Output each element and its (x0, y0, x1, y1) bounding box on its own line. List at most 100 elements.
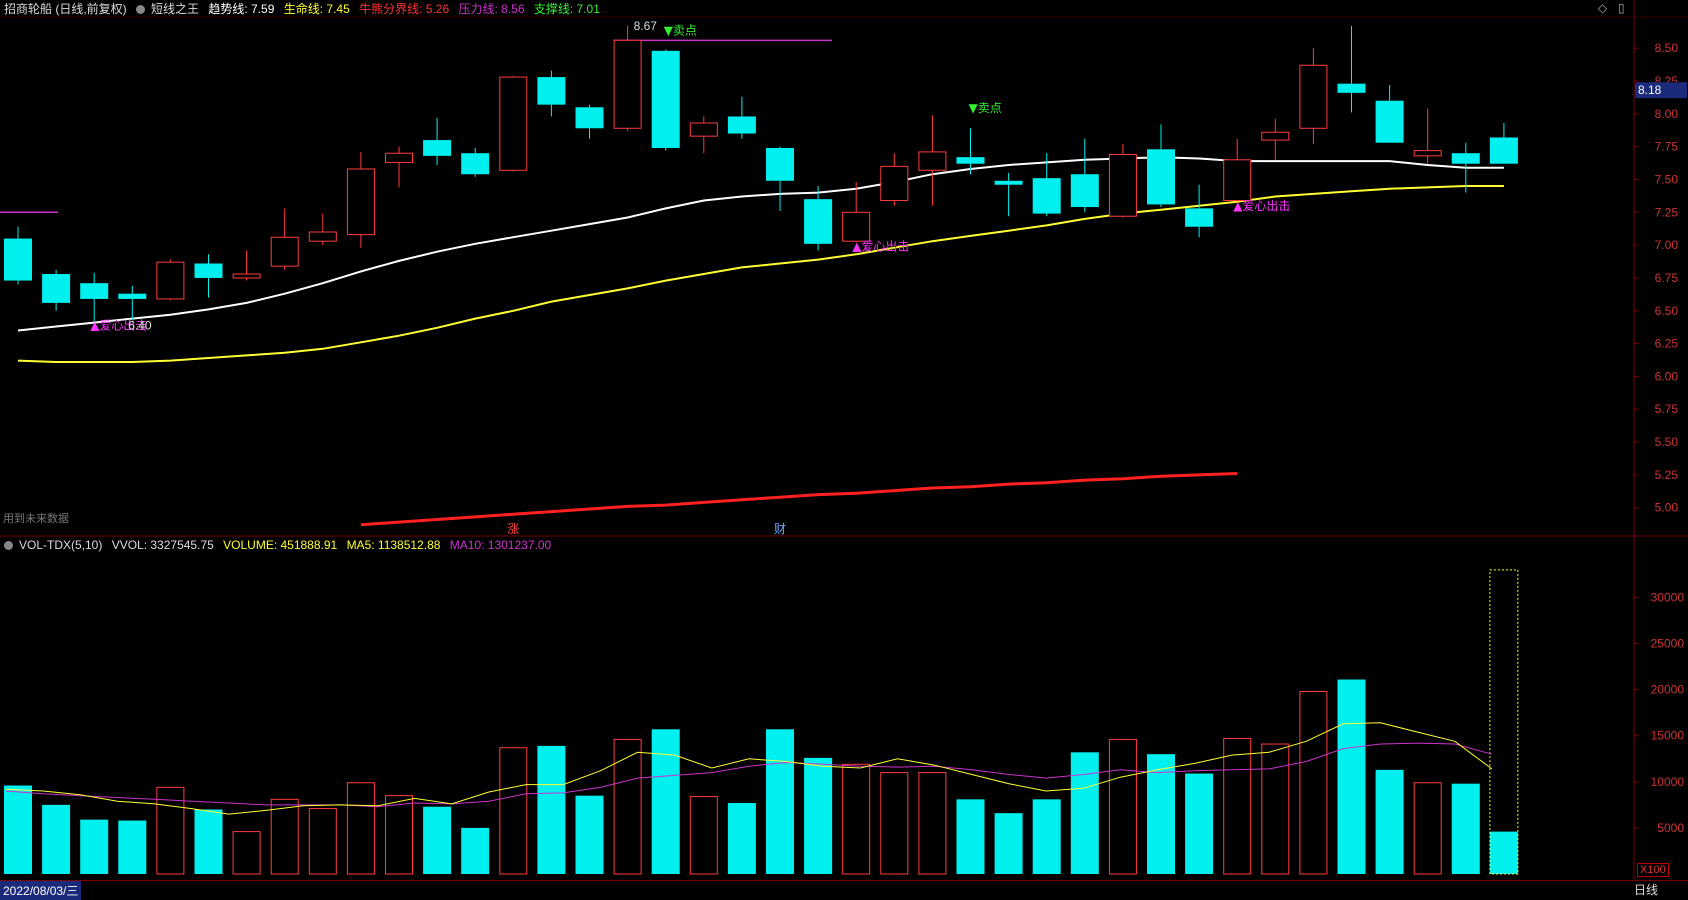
current-volume-frame (1489, 569, 1519, 875)
price-tick-label: 5.00 (1655, 501, 1679, 515)
event-marker: 涨 (507, 521, 519, 536)
candle (118, 293, 147, 299)
volume-bar (461, 827, 490, 874)
price-tick-label: 8.50 (1655, 41, 1679, 55)
volume-bar (499, 747, 528, 875)
volume-bar (4, 785, 32, 874)
candle (423, 140, 452, 156)
price-tick-label: 6.50 (1655, 304, 1679, 318)
indicator-gear-icon[interactable] (136, 5, 146, 14)
candle (80, 283, 109, 299)
scroll-toggle-icon[interactable]: ▯ (1618, 1, 1625, 15)
volume-bar (537, 745, 566, 874)
volume-bar (385, 795, 413, 875)
volume-bar (156, 786, 185, 875)
candle (842, 211, 871, 242)
volume-bar (42, 804, 71, 874)
volume-bar (956, 799, 985, 874)
volume-bar (1070, 752, 1099, 874)
volume-bar (423, 806, 452, 874)
volume-gear-icon[interactable] (4, 541, 13, 550)
volume-bar (1261, 743, 1290, 875)
candle (1032, 178, 1061, 214)
candle (727, 116, 756, 134)
price-tick-label: 8.00 (1655, 107, 1679, 121)
candle (1337, 83, 1366, 93)
sell-point-label: ▼卖点 (664, 23, 697, 37)
price-tick-label: 7.75 (1655, 140, 1679, 154)
volume-bar (118, 820, 147, 874)
price-header: 招商轮船 (日线,前复权) 短线之王 趋势线: 7.59 生命线: 7.45 牛… (4, 0, 606, 16)
candle (461, 153, 490, 175)
x100-scale-button[interactable]: X100 (1637, 863, 1669, 877)
candle (804, 199, 833, 244)
candle (613, 39, 642, 129)
candle (308, 231, 337, 242)
candle (994, 180, 1023, 185)
volume-tick-label: 5000 (1657, 821, 1684, 835)
volume-indicator-name: VOL-TDX(5,10) (19, 538, 103, 552)
candle (1261, 131, 1290, 141)
volume-bar (1489, 831, 1518, 874)
volume-bar (918, 772, 947, 875)
volume-bar (1299, 690, 1328, 875)
candle (4, 238, 32, 281)
volume-bar (613, 738, 642, 875)
candle (1070, 174, 1099, 208)
event-marker: 财 (774, 522, 786, 536)
price-tick-label: 6.00 (1655, 369, 1679, 383)
love-attack-label: ▲爱心出击 (852, 239, 909, 253)
price-tick-label: 5.25 (1655, 468, 1679, 482)
candle (42, 274, 71, 303)
love-attack-label: ▲爱心出击 (1233, 199, 1290, 213)
vvol-value: VVOL: 3327545.75 (111, 538, 214, 552)
candle (918, 151, 947, 171)
candle (689, 122, 718, 137)
volume-bar (575, 795, 604, 874)
volume-tick-label: 20000 (1651, 683, 1685, 697)
candle (880, 165, 909, 201)
volume-bar (308, 808, 337, 875)
candle (232, 273, 261, 279)
volume-bar (194, 809, 223, 874)
volume-tick-label: 10000 (1651, 775, 1685, 789)
volume-value: VOLUME: 451888.91 (223, 538, 338, 552)
current-price-box (1635, 82, 1687, 99)
volume-bar (689, 796, 718, 875)
trend-line (17, 156, 1504, 332)
volume-bar (842, 763, 871, 875)
high-value-label: 8.67 (634, 19, 658, 33)
sell-point-label: ▼卖点 (969, 101, 1002, 115)
diamond-icon[interactable]: ◇ (1598, 1, 1608, 15)
ma5-value: MA5: 1138512.88 (346, 538, 441, 552)
period-mode-label[interactable]: 日线 (1633, 883, 1658, 897)
trend-line-value: 趋势线: 7.59 (208, 2, 275, 16)
candle (537, 77, 566, 105)
volume-tick-label: 30000 (1651, 590, 1685, 604)
stock-title: 招商轮船 (日线,前复权) (4, 2, 127, 16)
candle (1299, 64, 1328, 129)
candle (1375, 100, 1404, 143)
indicator-name: 短线之王 (151, 2, 200, 16)
volume-bar (1337, 679, 1366, 874)
candle (766, 147, 794, 181)
volume-tick-label: 25000 (1651, 637, 1685, 651)
low-value-label: 6.40 (128, 318, 152, 332)
candle (1451, 153, 1480, 164)
volume-bar (270, 798, 299, 875)
support-line-value: 支撑线: 7.01 (533, 2, 600, 16)
price-tick-label: 6.75 (1655, 271, 1679, 285)
volume-bar (727, 803, 756, 874)
candle (1223, 159, 1252, 201)
candle (385, 152, 413, 163)
candle (1147, 149, 1175, 205)
candle (1185, 208, 1214, 227)
volume-bar (1223, 738, 1252, 875)
candle (1489, 137, 1518, 164)
volume-bar (1451, 783, 1480, 874)
candle (346, 168, 375, 236)
volume-header: VOL-TDX(5,10) VVOL: 3327545.75 VOLUME: 4… (4, 538, 557, 554)
pressure-line-value: 压力线: 8.56 (458, 2, 525, 16)
ma10-value: MA10: 1301237.00 (449, 538, 552, 552)
